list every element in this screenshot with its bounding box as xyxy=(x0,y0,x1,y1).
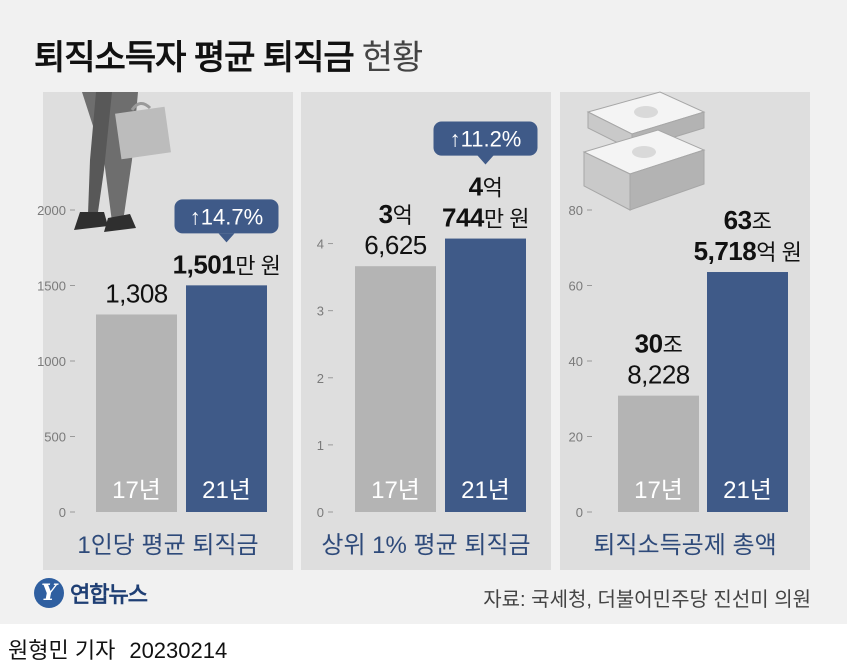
change-badge-text: ↑14.7% xyxy=(190,204,263,229)
value-label: 1,308 xyxy=(105,278,168,308)
y-tick-label: 1000 xyxy=(37,354,66,369)
chart-retirement-pay-per-person: 0 500 1000 1500 2000 17년 1,308 21년 1,501만 원 ↑14.7… xyxy=(37,199,281,559)
value-label: 1,501만 원 xyxy=(173,249,281,279)
y-tick-label: 500 xyxy=(44,430,66,445)
yonhap-logo: Y 연합뉴스 xyxy=(34,577,148,609)
bar-prev xyxy=(618,395,699,512)
source-note: 자료: 국세청, 더불어민주당 진선미 의원 xyxy=(483,589,811,611)
yonhap-logo-text: 연합뉴스 xyxy=(70,582,148,607)
chart-title: 1인당 평균 퇴직금 xyxy=(77,532,258,559)
yonhap-logo-mark: Y xyxy=(34,578,64,608)
chart-title: 퇴직소득공제 총액 xyxy=(593,532,776,559)
bar-curr xyxy=(445,238,526,512)
y-tick-label: 3 xyxy=(317,304,324,319)
y-tick-label: 80 xyxy=(569,203,583,218)
category-label: 17년 xyxy=(371,477,420,504)
byline: 원형민 기자 20230214 xyxy=(8,633,227,665)
title-main: 퇴직소득자 평균 퇴직금 xyxy=(34,39,355,77)
change-badge: ↑14.7% xyxy=(174,199,279,243)
y-tick-label: 20 xyxy=(569,430,583,445)
category-label: 21년 xyxy=(202,477,251,504)
banknote-stack-icon xyxy=(582,91,706,211)
y-tick-label: 0 xyxy=(576,505,583,520)
y-tick-label: 2000 xyxy=(37,203,66,218)
chart-retirement-deduction-total: 0 20 40 60 80 17년 30조 8,228 21년 63조 5,718억 원퇴직소득공제… xyxy=(569,203,802,559)
y-tick-label: 60 xyxy=(569,279,583,294)
value-label: 3억 6,625 xyxy=(364,199,427,260)
publish-date: 20230214 xyxy=(129,638,228,663)
chart-title: 상위 1% 평균 퇴직금 xyxy=(321,532,530,559)
value-label: 63조 5,718억 원 xyxy=(694,205,802,266)
category-label: 21년 xyxy=(723,477,772,504)
y-tick-label: 2 xyxy=(317,371,324,386)
y-tick-label: 1500 xyxy=(37,279,66,294)
category-label: 17년 xyxy=(634,477,683,504)
change-badge-text: ↑11.2% xyxy=(450,127,522,152)
title-subtitle: 현황 xyxy=(361,39,424,77)
category-label: 17년 xyxy=(112,477,161,504)
value-label: 4억 744만 원 xyxy=(442,172,529,233)
page-title: 퇴직소득자 평균 퇴직금 현황 xyxy=(34,30,424,79)
value-label: 30조 8,228 xyxy=(627,329,690,390)
category-label: 21년 xyxy=(461,477,510,504)
reporter-name: 원형민 기자 xyxy=(8,638,116,663)
bar-prev xyxy=(96,314,177,512)
bar-curr xyxy=(707,272,788,512)
y-tick-label: 4 xyxy=(317,237,324,252)
y-tick-label: 0 xyxy=(317,505,324,520)
bar-curr xyxy=(186,285,267,512)
chart-top1pct-retirement-pay: 0 1 2 3 4 17년 3억 6,625 21년 4억 744만 원 ↑11.2% 상위 1% 평균… xyxy=(317,121,538,559)
change-badge: ↑11.2% xyxy=(433,121,538,165)
y-tick-label: 1 xyxy=(317,438,324,453)
y-tick-label: 40 xyxy=(569,354,583,369)
walking-person-briefcase-icon xyxy=(74,92,171,232)
y-tick-label: 0 xyxy=(59,505,66,520)
bar-prev xyxy=(355,266,436,512)
